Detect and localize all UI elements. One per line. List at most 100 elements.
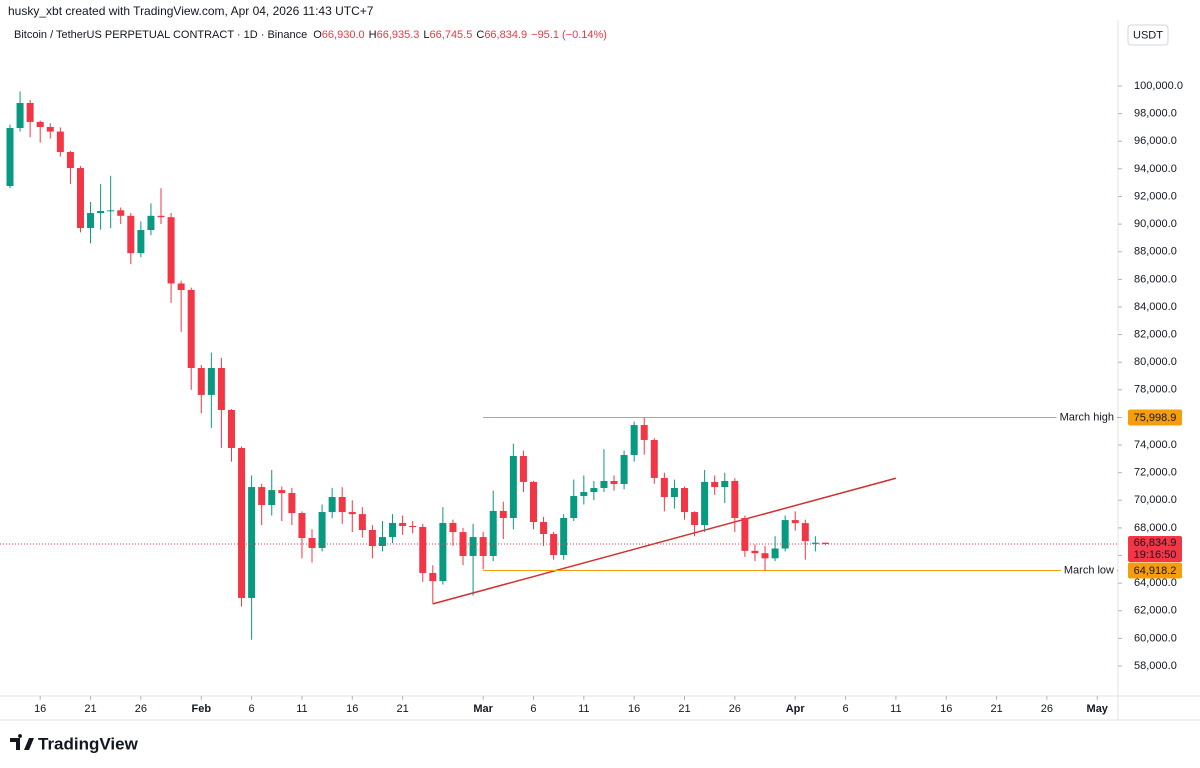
candle-body: [580, 492, 588, 497]
x-tick-label: 26: [135, 703, 147, 715]
candle-body: [439, 522, 447, 582]
candle-body: [389, 522, 397, 538]
x-tick-label: 26: [1041, 703, 1053, 715]
y-tick-label: 72,000.0: [1134, 467, 1177, 479]
ohlc-value: 66,930.0: [322, 29, 365, 41]
candle-body: [691, 512, 699, 526]
candle-body: [288, 492, 296, 514]
candle-body: [217, 368, 225, 410]
logo: TradingView: [10, 734, 139, 753]
ohlc-value: 66,834.9: [484, 29, 527, 41]
y-tick-label: 64,000.0: [1134, 577, 1177, 589]
symbol-legend: Bitcoin / TetherUS PERPETUAL CONTRACT · …: [14, 29, 607, 41]
currency: USDT: [1133, 29, 1163, 41]
candle-body: [358, 514, 366, 531]
countdown: 19:16:50: [1134, 549, 1177, 561]
candle-body: [56, 131, 64, 153]
candle-body: [449, 522, 457, 533]
candle-body: [741, 517, 749, 551]
candle-body: [66, 152, 74, 169]
candle-body: [801, 523, 809, 542]
candle-body: [87, 213, 95, 228]
candle-body: [761, 553, 769, 559]
candle-body: [36, 121, 44, 128]
y-tick-label: 70,000.0: [1134, 494, 1177, 506]
candle-body: [771, 548, 779, 559]
candle-body: [419, 526, 427, 573]
candle-body: [328, 496, 336, 513]
y-tick-label: 82,000.0: [1134, 328, 1177, 340]
x-tick-label: 16: [346, 703, 358, 715]
candle-body: [167, 217, 175, 284]
y-tick-label: 62,000.0: [1134, 605, 1177, 617]
y-tick-label: 60,000.0: [1134, 632, 1177, 644]
candle-body: [499, 510, 507, 518]
candle-body: [701, 481, 709, 526]
candle-body: [97, 210, 105, 214]
level-price-box: [1128, 409, 1182, 426]
x-tick-label: May: [1087, 703, 1109, 715]
candle-body: [570, 496, 578, 518]
candle-body: [711, 481, 719, 488]
x-tick-label: 16: [628, 703, 640, 715]
trendline: [432, 477, 897, 605]
candle-body: [489, 510, 497, 556]
candle-body: [157, 215, 165, 218]
y-tick-label: 86,000.0: [1134, 273, 1177, 285]
logo-text: TradingView: [38, 734, 139, 753]
candle-body: [550, 534, 558, 555]
y-tick-label: 90,000.0: [1134, 218, 1177, 230]
y-tick-label: 100,000.0: [1134, 80, 1183, 92]
candle-body: [630, 425, 638, 456]
candle-body: [721, 480, 729, 488]
candle-body: [16, 102, 24, 128]
candle-body: [811, 542, 819, 544]
ohlc-value: 66,745.5: [430, 29, 473, 41]
candle-body: [519, 455, 527, 482]
x-tick-label: Apr: [786, 703, 806, 715]
level-price: 75,998.9: [1134, 412, 1177, 424]
candle-body: [26, 102, 34, 122]
candle-body: [197, 368, 205, 395]
x-tick-label: 21: [678, 703, 690, 715]
ohlc-key: C: [476, 29, 484, 41]
level-price: 64,918.2: [1134, 565, 1177, 577]
level-label: March low: [1064, 564, 1114, 576]
candle-body: [258, 487, 266, 506]
candle-body: [399, 522, 407, 526]
candle-body: [540, 521, 548, 535]
candle-body: [248, 487, 256, 598]
y-tick-label: 98,000.0: [1134, 108, 1177, 120]
candle-body: [147, 215, 155, 231]
y-tick-label: 94,000.0: [1134, 163, 1177, 175]
level-label-bg: [1056, 410, 1117, 425]
x-tick-label: 16: [34, 703, 46, 715]
candle-body: [308, 538, 316, 548]
credit: husky_xbt created with TradingView.com, …: [8, 4, 374, 18]
x-tick-label: 6: [249, 703, 255, 715]
candle-body: [781, 520, 789, 549]
candle-body: [560, 517, 568, 555]
y-tick-label: 92,000.0: [1134, 190, 1177, 202]
candle-body: [650, 439, 658, 478]
candle-body: [107, 210, 115, 212]
last-price: 66,834.9: [1134, 537, 1177, 549]
candle-body: [177, 283, 185, 290]
candle-body: [318, 512, 326, 548]
level-price-box: [1128, 562, 1182, 579]
candle-body: [238, 447, 246, 598]
candle-body: [590, 488, 598, 493]
x-tick-label: 6: [530, 703, 536, 715]
y-tick-label: 88,000.0: [1134, 246, 1177, 258]
candle-body: [529, 481, 537, 522]
y-tick-label: 58,000.0: [1134, 660, 1177, 672]
ohlc-key: L: [423, 29, 429, 41]
candle-body: [680, 488, 688, 513]
x-tick-label: 21: [990, 703, 1002, 715]
x-tick-label: 21: [84, 703, 96, 715]
candle-body: [368, 530, 376, 547]
x-tick-label: 11: [578, 703, 589, 715]
level-label: March high: [1060, 411, 1114, 423]
change: −95.1 (−0.14%): [531, 29, 607, 41]
